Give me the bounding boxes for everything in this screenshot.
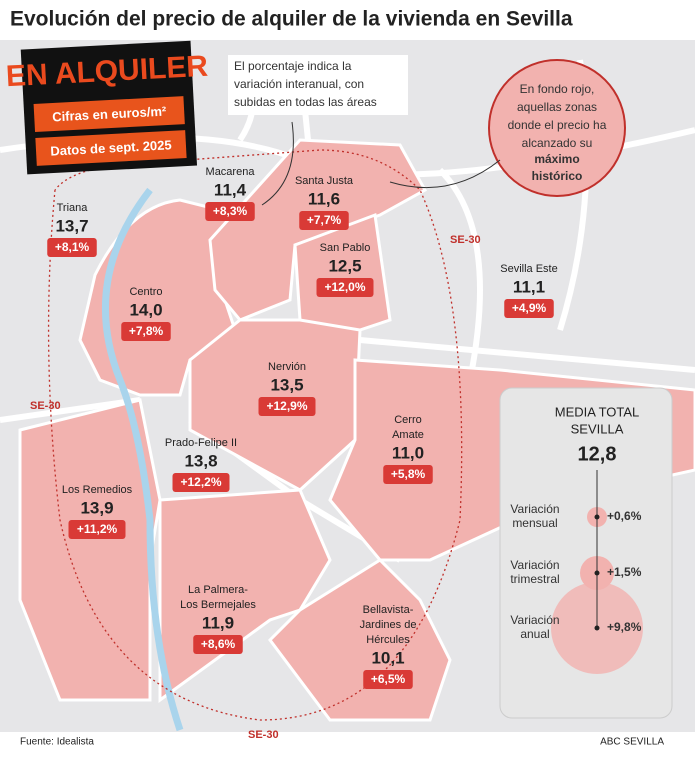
change-badge: [68, 520, 126, 539]
area-price: 11,4: [214, 180, 247, 199]
legend-bold: máximo: [534, 152, 579, 166]
area-change: +8,3%: [213, 204, 248, 218]
badge-box: [35, 130, 187, 166]
area-change: +6,5%: [371, 672, 406, 686]
ring-road: [47, 149, 463, 721]
note-line: El porcentaje indica la: [234, 59, 352, 73]
area-price: 11,6: [308, 189, 340, 208]
river: [102, 187, 184, 732]
row-label: anual: [520, 627, 549, 641]
legend-arrow: [389, 159, 501, 189]
change-badge: [47, 238, 97, 257]
change-badge: [121, 322, 171, 341]
row-change: +0,6%: [607, 509, 642, 523]
area-price: 14,0: [129, 300, 162, 319]
ring-road-label: SE-30: [30, 400, 61, 412]
area-price: 10,1: [371, 648, 404, 667]
area-price: 13,9: [80, 498, 113, 517]
area-price: 11,9: [202, 613, 234, 632]
change-badge: [193, 635, 243, 654]
area-change: +8,1%: [55, 240, 90, 254]
change-badge: [316, 278, 374, 297]
area-name: Triana: [57, 202, 89, 214]
legend-circle: [488, 59, 626, 197]
ring-road-label: SE-30: [450, 234, 481, 246]
badge-line: Cifras en euros/m²: [52, 103, 167, 124]
legend-line: donde el precio ha: [508, 118, 607, 132]
badge: EN ALQUILER Cifras en euros/m² Datos de …: [5, 40, 209, 175]
area-price: 13,7: [55, 216, 88, 235]
row-label: Variación: [510, 502, 559, 516]
area-price: 13,5: [270, 375, 303, 394]
area-name: Amate: [392, 429, 424, 441]
area-price: 13,8: [184, 451, 217, 470]
area-change: +11,2%: [77, 522, 118, 536]
change-badge: [504, 299, 554, 318]
row-change: +1,5%: [607, 565, 642, 579]
area-name: Los Remedios: [62, 484, 133, 496]
area-name: Nervión: [268, 361, 306, 373]
change-badge: [205, 202, 255, 221]
row-label: Variación: [510, 558, 559, 572]
row-dot: [594, 625, 600, 631]
change-badge: [299, 211, 349, 230]
change-badge: [363, 670, 413, 689]
area-change: +8,6%: [201, 637, 236, 651]
badge-box: [33, 96, 185, 132]
area-name: Prado-Felipe II: [165, 437, 237, 449]
area-name: Cerro: [394, 414, 422, 426]
area-name: Centro: [129, 286, 162, 298]
area-name: San Pablo: [320, 242, 371, 254]
ring-road-label: SE-30: [248, 729, 279, 741]
area-name: Macarena: [206, 166, 256, 178]
row-label: trimestral: [510, 572, 559, 586]
change-badge: [172, 473, 230, 492]
area-change: +7,7%: [307, 213, 342, 227]
note-bg: [228, 55, 408, 115]
row-dot: [594, 514, 600, 520]
area-name: Santa Justa: [295, 175, 354, 187]
summary-title: MEDIA TOTAL: [555, 404, 640, 419]
area-price: 11,1: [513, 277, 545, 296]
note-line: variación interanual, con: [234, 77, 364, 91]
summary-title: SEVILLA: [571, 421, 624, 436]
legend-line: alcanzado su: [522, 136, 593, 150]
row-change: +9,8%: [607, 620, 642, 634]
legend-line: aquellas zonas: [517, 100, 597, 114]
row-dot: [594, 570, 600, 576]
legend-line: En fondo rojo,: [520, 82, 595, 96]
area-name: Jardines de: [360, 619, 417, 631]
title: Evolución del precio de alquiler de la v…: [10, 8, 573, 31]
area-change: +4,9%: [512, 301, 547, 315]
legend-bold: histórico: [532, 169, 583, 183]
change-badge: [383, 465, 433, 484]
row-label: mensual: [512, 516, 557, 530]
row-label: Variación: [510, 613, 559, 627]
area-name: Sevilla Este: [500, 263, 557, 275]
area-change: +12,2%: [180, 475, 221, 489]
badge-line: Datos de sept. 2025: [50, 137, 172, 158]
change-badge: [258, 397, 316, 416]
area-name: Bellavista-: [363, 604, 414, 616]
area-change: +5,8%: [391, 467, 426, 481]
summary-value: 12,8: [578, 443, 617, 465]
area-name: La Palmera-: [188, 584, 248, 596]
source: Fuente: Idealista: [20, 737, 94, 748]
credit: ABC SEVILLA: [600, 737, 664, 748]
area-change: +12,0%: [324, 280, 365, 294]
note-line: subidas en todas las áreas: [234, 95, 377, 109]
area-change: +7,8%: [129, 324, 164, 338]
area-name: Hércules: [366, 634, 410, 646]
area-change: +12,9%: [266, 399, 307, 413]
area-price: 12,5: [328, 256, 361, 275]
area-name: Los Bermejales: [180, 599, 256, 611]
note-arrow: [261, 121, 294, 206]
area-price: 11,0: [392, 443, 424, 462]
